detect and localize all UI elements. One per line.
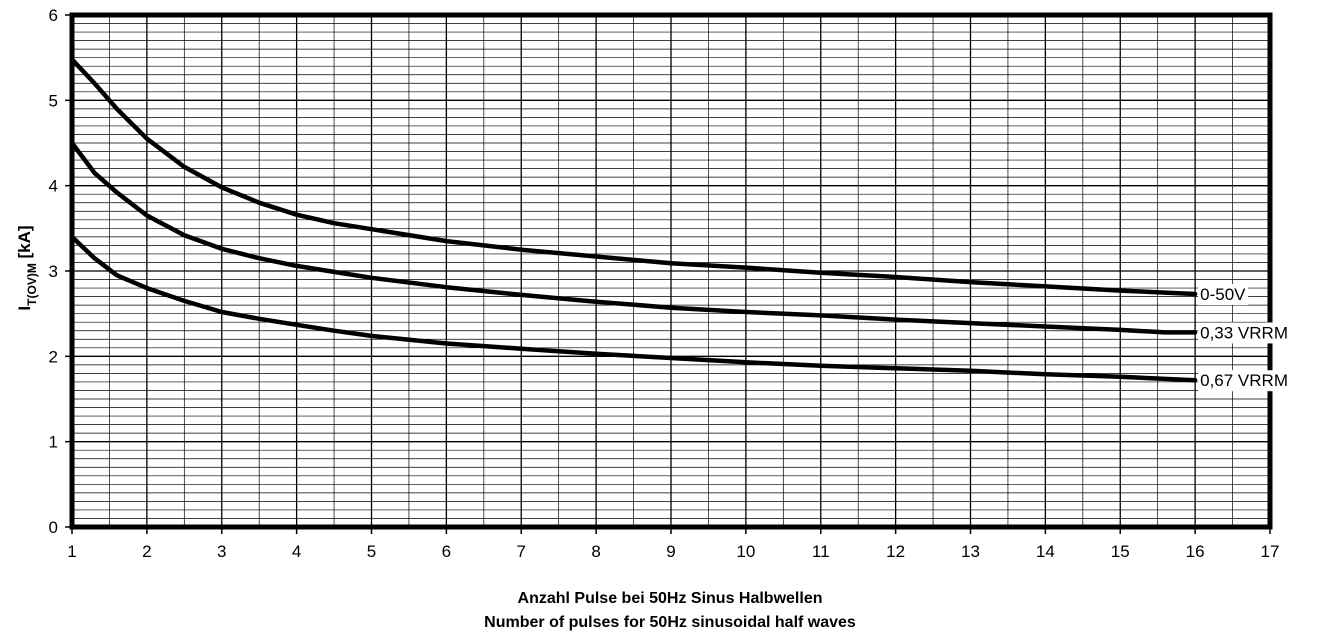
x-tick-label: 4	[292, 542, 301, 561]
series-label-1: 0-50V	[1200, 285, 1246, 304]
x-tick-label: 8	[591, 542, 600, 561]
x-tick-label: 16	[1186, 542, 1205, 561]
series-lines	[69, 57, 1198, 383]
x-tick-label: 7	[517, 542, 526, 561]
y-tick-label: 6	[49, 6, 58, 25]
y-tick-label: 3	[49, 262, 58, 281]
y-tick-label: 4	[49, 177, 58, 196]
x-tick-label: 12	[886, 542, 905, 561]
y-axis-label-unit: [kA]	[15, 225, 34, 263]
series-label-3: 0,67 VRRM	[1200, 371, 1288, 390]
x-tick-label: 9	[666, 542, 675, 561]
y-axis-label-main: I	[15, 306, 34, 311]
x-tick-label: 15	[1111, 542, 1130, 561]
x-tick-label: 1	[67, 542, 76, 561]
y-tick-label: 5	[49, 91, 58, 110]
series-labels: 0-50V 0,33 VRRM 0,67 VRRM	[1200, 285, 1288, 390]
series-label-backgrounds	[1198, 284, 1290, 392]
x-axis-ticks: 1 2 3 4 5 6 7 8 9 10 11 12 13 14 15 16 17	[67, 527, 1279, 561]
series-label-2: 0,33 VRRM	[1200, 323, 1288, 342]
x-tick-label: 14	[1036, 542, 1055, 561]
x-tick-label: 3	[217, 542, 226, 561]
x-axis-label-line-1: Anzahl Pulse bei 50Hz Sinus Halbwellen	[518, 590, 823, 607]
x-tick-label: 2	[142, 542, 151, 561]
series-line-2	[69, 140, 1198, 335]
y-tick-label: 0	[49, 518, 58, 537]
y-tick-label: 1	[49, 433, 58, 452]
y-axis-label: IT(OV)M [kA]	[15, 225, 39, 310]
x-tick-label: 17	[1261, 542, 1280, 561]
series-line-3	[69, 234, 1198, 383]
x-tick-label: 11	[812, 542, 830, 561]
x-tick-label: 13	[961, 542, 980, 561]
y-tick-label: 2	[49, 347, 58, 366]
series-label-bg-2	[1198, 322, 1290, 344]
x-tick-label: 5	[367, 542, 376, 561]
y-axis-ticks: 0 1 2 3 4 5 6	[49, 6, 72, 537]
x-tick-label: 6	[442, 542, 451, 561]
y-axis-label-sub: T(OV)M	[25, 263, 39, 306]
series-label-bg-3	[1198, 370, 1290, 392]
series-line-1	[69, 57, 1198, 297]
x-axis-label-line-2: Number of pulses for 50Hz sinusoidal hal…	[484, 614, 856, 631]
series-label-bg-1	[1198, 284, 1249, 306]
x-tick-label: 10	[736, 542, 755, 561]
